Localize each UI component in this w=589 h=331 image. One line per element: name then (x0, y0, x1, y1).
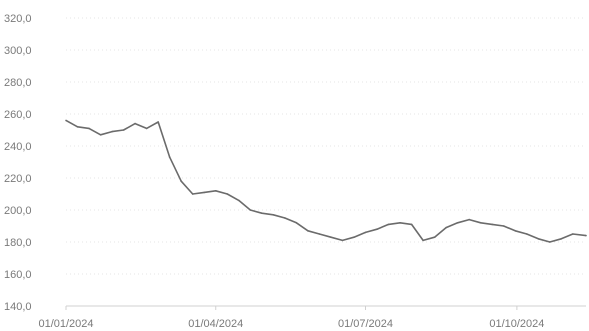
data-point (65, 119, 67, 122)
data-point (99, 134, 102, 136)
x-axis-tick-labels: 01/01/2024 01/04/2024 01/07/2024 01/10/2024 (38, 318, 544, 330)
data-point (514, 230, 517, 232)
y-tick-label: 240,0 (4, 141, 32, 153)
data-point (272, 214, 275, 216)
data-point (572, 233, 574, 235)
data-point (341, 239, 344, 242)
data-point (560, 238, 563, 240)
data-point (180, 180, 182, 182)
data-point (237, 199, 240, 202)
data-point (134, 122, 136, 125)
data-point (76, 126, 79, 128)
grid-lines (66, 17, 586, 275)
data-point (399, 222, 401, 224)
x-tick-label: 01/01/2024 (38, 318, 93, 330)
data-point (249, 209, 252, 211)
x-tick-label: 01/04/2024 (188, 318, 243, 330)
y-tick-label: 180,0 (4, 237, 32, 249)
data-point (468, 218, 470, 221)
data-point (307, 230, 309, 232)
data-point (284, 217, 286, 219)
data-point (295, 222, 298, 224)
data-point (318, 233, 321, 235)
y-tick-label: 200,0 (4, 205, 32, 217)
data-point (203, 191, 206, 194)
data-point (445, 226, 447, 229)
data-point (410, 223, 413, 226)
data-point (502, 225, 505, 227)
y-tick-label: 140,0 (4, 301, 32, 313)
data-point (387, 223, 390, 226)
data-point (364, 231, 367, 234)
data-point (376, 228, 378, 230)
x-axis (65, 305, 586, 310)
data-point (145, 127, 148, 130)
data-point (157, 121, 159, 123)
y-tick-label: 260,0 (4, 109, 32, 121)
y-axis-tick-labels: 140,0 160,0 180,0 200,0 220,0 240,0 260,0 280,0… (4, 13, 32, 313)
y-tick-label: 300,0 (4, 45, 32, 57)
data-point (422, 239, 424, 242)
data-point (168, 156, 171, 158)
data-point (261, 212, 263, 214)
data-point (226, 193, 229, 195)
series-group (65, 119, 587, 243)
data-point (214, 190, 217, 192)
data-point (88, 127, 90, 130)
series-line (65, 119, 587, 243)
x-tick-label: 01/07/2024 (338, 318, 393, 330)
data-point (433, 236, 436, 238)
data-point (122, 129, 125, 131)
data-point (548, 241, 551, 243)
y-tick-label: 280,0 (4, 77, 32, 89)
data-point (353, 236, 355, 238)
data-point (479, 222, 482, 224)
y-tick-label: 160,0 (4, 269, 32, 281)
data-point (537, 238, 540, 240)
y-tick-label: 220,0 (4, 173, 32, 185)
data-point (585, 234, 587, 237)
data-point (525, 233, 528, 235)
data-point (330, 236, 332, 238)
data-point (456, 222, 459, 224)
x-tick-label: 01/10/2024 (489, 318, 544, 330)
data-point (491, 223, 494, 226)
data-point (191, 193, 194, 195)
y-tick-label: 320,0 (4, 13, 32, 25)
data-point (111, 130, 113, 133)
